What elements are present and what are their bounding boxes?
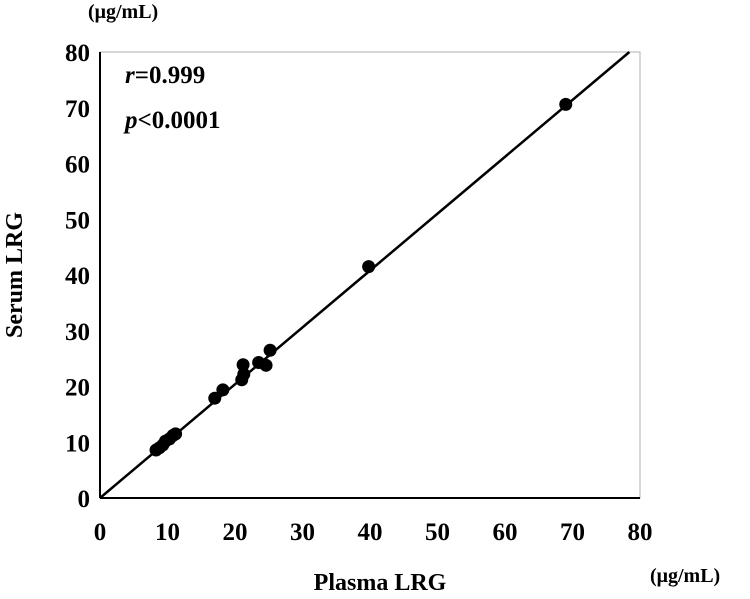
x-tick-label: 10 (155, 519, 180, 546)
y-tick-label: 0 (78, 486, 91, 513)
data-point (559, 97, 573, 111)
x-tick-label: 50 (425, 519, 450, 546)
y-tick-label: 70 (65, 96, 90, 123)
p-value: <0.0001 (138, 107, 221, 134)
data-point (259, 358, 273, 372)
y-tick-label: 50 (65, 207, 90, 234)
y-tick-label: 80 (65, 40, 90, 67)
x-axis-unit: (μg/mL) (650, 565, 720, 587)
p-value-annotation: p<0.0001 (123, 107, 221, 134)
correlation-annotation: r=0.999 (125, 62, 205, 89)
x-tick-label: 30 (290, 519, 315, 546)
x-axis-title: Plasma LRG (314, 570, 447, 594)
x-tick-label: 20 (223, 519, 248, 546)
data-points (149, 97, 573, 457)
y-tick-label: 60 (65, 152, 90, 179)
x-tick-label: 40 (358, 519, 383, 546)
data-point (208, 391, 222, 405)
y-axis-title: Serum LRG (2, 212, 28, 338)
y-tick-label: 10 (65, 430, 90, 457)
x-tick-label: 0 (94, 519, 107, 546)
data-point (169, 427, 183, 441)
tick-layer: 0 10 20 30 40 50 60 70 80 0 10 20 30 40 50 60 70 80 (65, 40, 653, 546)
data-point (362, 260, 376, 274)
x-tick-label: 60 (493, 519, 518, 546)
data-point (236, 358, 250, 372)
x-tick-label: 80 (628, 519, 653, 546)
data-point (237, 367, 251, 381)
data-point (216, 383, 230, 397)
r-symbol: r (125, 62, 135, 89)
r-value: =0.999 (135, 62, 206, 89)
regression-line (99, 51, 631, 499)
axes (99, 52, 640, 499)
y-tick-label: 40 (65, 263, 90, 290)
data-point (263, 343, 277, 357)
y-tick-label: 30 (65, 319, 90, 346)
y-axis-unit: (μg/mL) (88, 1, 158, 23)
y-tick-label: 20 (65, 375, 90, 402)
p-symbol: p (123, 107, 138, 134)
x-tick-label: 70 (560, 519, 585, 546)
